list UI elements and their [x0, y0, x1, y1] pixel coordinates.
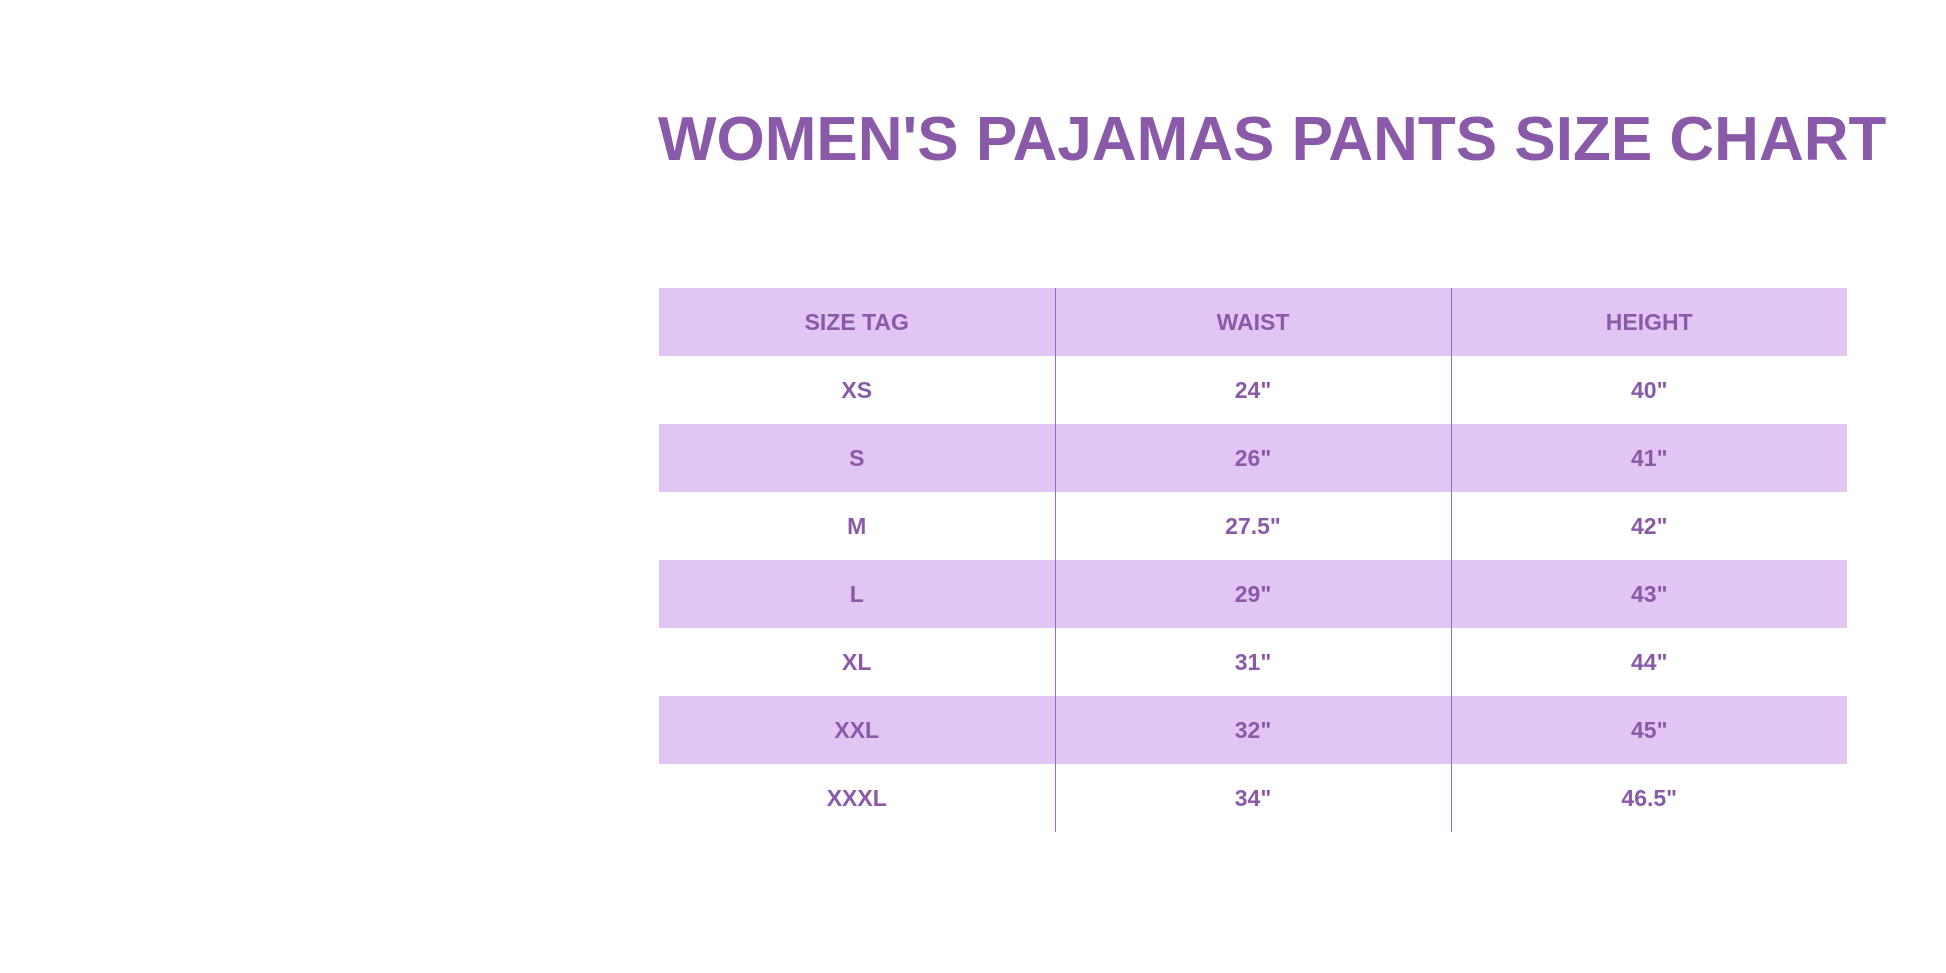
- table-row: M 27.5" 42": [659, 492, 1847, 560]
- waist-cell: 31": [1054, 628, 1451, 696]
- table-row: XXL 32" 45": [659, 696, 1847, 764]
- size-cell: S: [849, 444, 865, 471]
- waist-cell: 29": [1054, 560, 1451, 628]
- height-cell: 42": [1450, 492, 1847, 560]
- waist-cell: 34": [1054, 764, 1451, 832]
- waist-cell: 24": [1054, 356, 1451, 424]
- waist-cell: 32": [1054, 696, 1451, 764]
- size-cell: XXL: [834, 716, 880, 743]
- size-cell: XS: [841, 376, 873, 403]
- height-cell: 44": [1450, 628, 1847, 696]
- table-row: XL 31" 44": [659, 628, 1847, 696]
- table-header-row: SIZE TAG WAIST HEIGHT: [659, 288, 1847, 356]
- header-height: HEIGHT: [1450, 288, 1847, 356]
- size-cell: L: [849, 580, 864, 607]
- table-row: L 29" 43": [659, 560, 1847, 628]
- height-cell: 46.5": [1450, 764, 1847, 832]
- table-body: XS 24" 40" S 26" 41" M 27.5" 42" L 29" 43" XL 31" 44" X…: [659, 356, 1847, 832]
- table-row: S 26" 41": [659, 424, 1847, 492]
- height-cell: 40": [1450, 356, 1847, 424]
- header-waist: WAIST: [1054, 288, 1451, 356]
- size-cell: M: [847, 512, 867, 539]
- height-cell: 43": [1450, 560, 1847, 628]
- page-title: WOMEN'S PAJAMAS PANTS SIZE CHART: [658, 105, 1887, 174]
- size-chart-table: SIZE TAG WAIST HEIGHT XS 24" 40" S 26" 41" M 27…: [659, 288, 1847, 832]
- height-cell: 41": [1450, 424, 1847, 492]
- table-row: XS 24" 40": [659, 356, 1847, 424]
- table-row: XXXL 34" 46.5": [659, 764, 1847, 832]
- waist-cell: 27.5": [1054, 492, 1451, 560]
- header-size-tag: SIZE TAG: [804, 308, 909, 335]
- waist-cell: 26": [1054, 424, 1451, 492]
- size-cell: XXXL: [826, 784, 887, 811]
- size-cell: XL: [842, 648, 872, 675]
- height-cell: 45": [1450, 696, 1847, 764]
